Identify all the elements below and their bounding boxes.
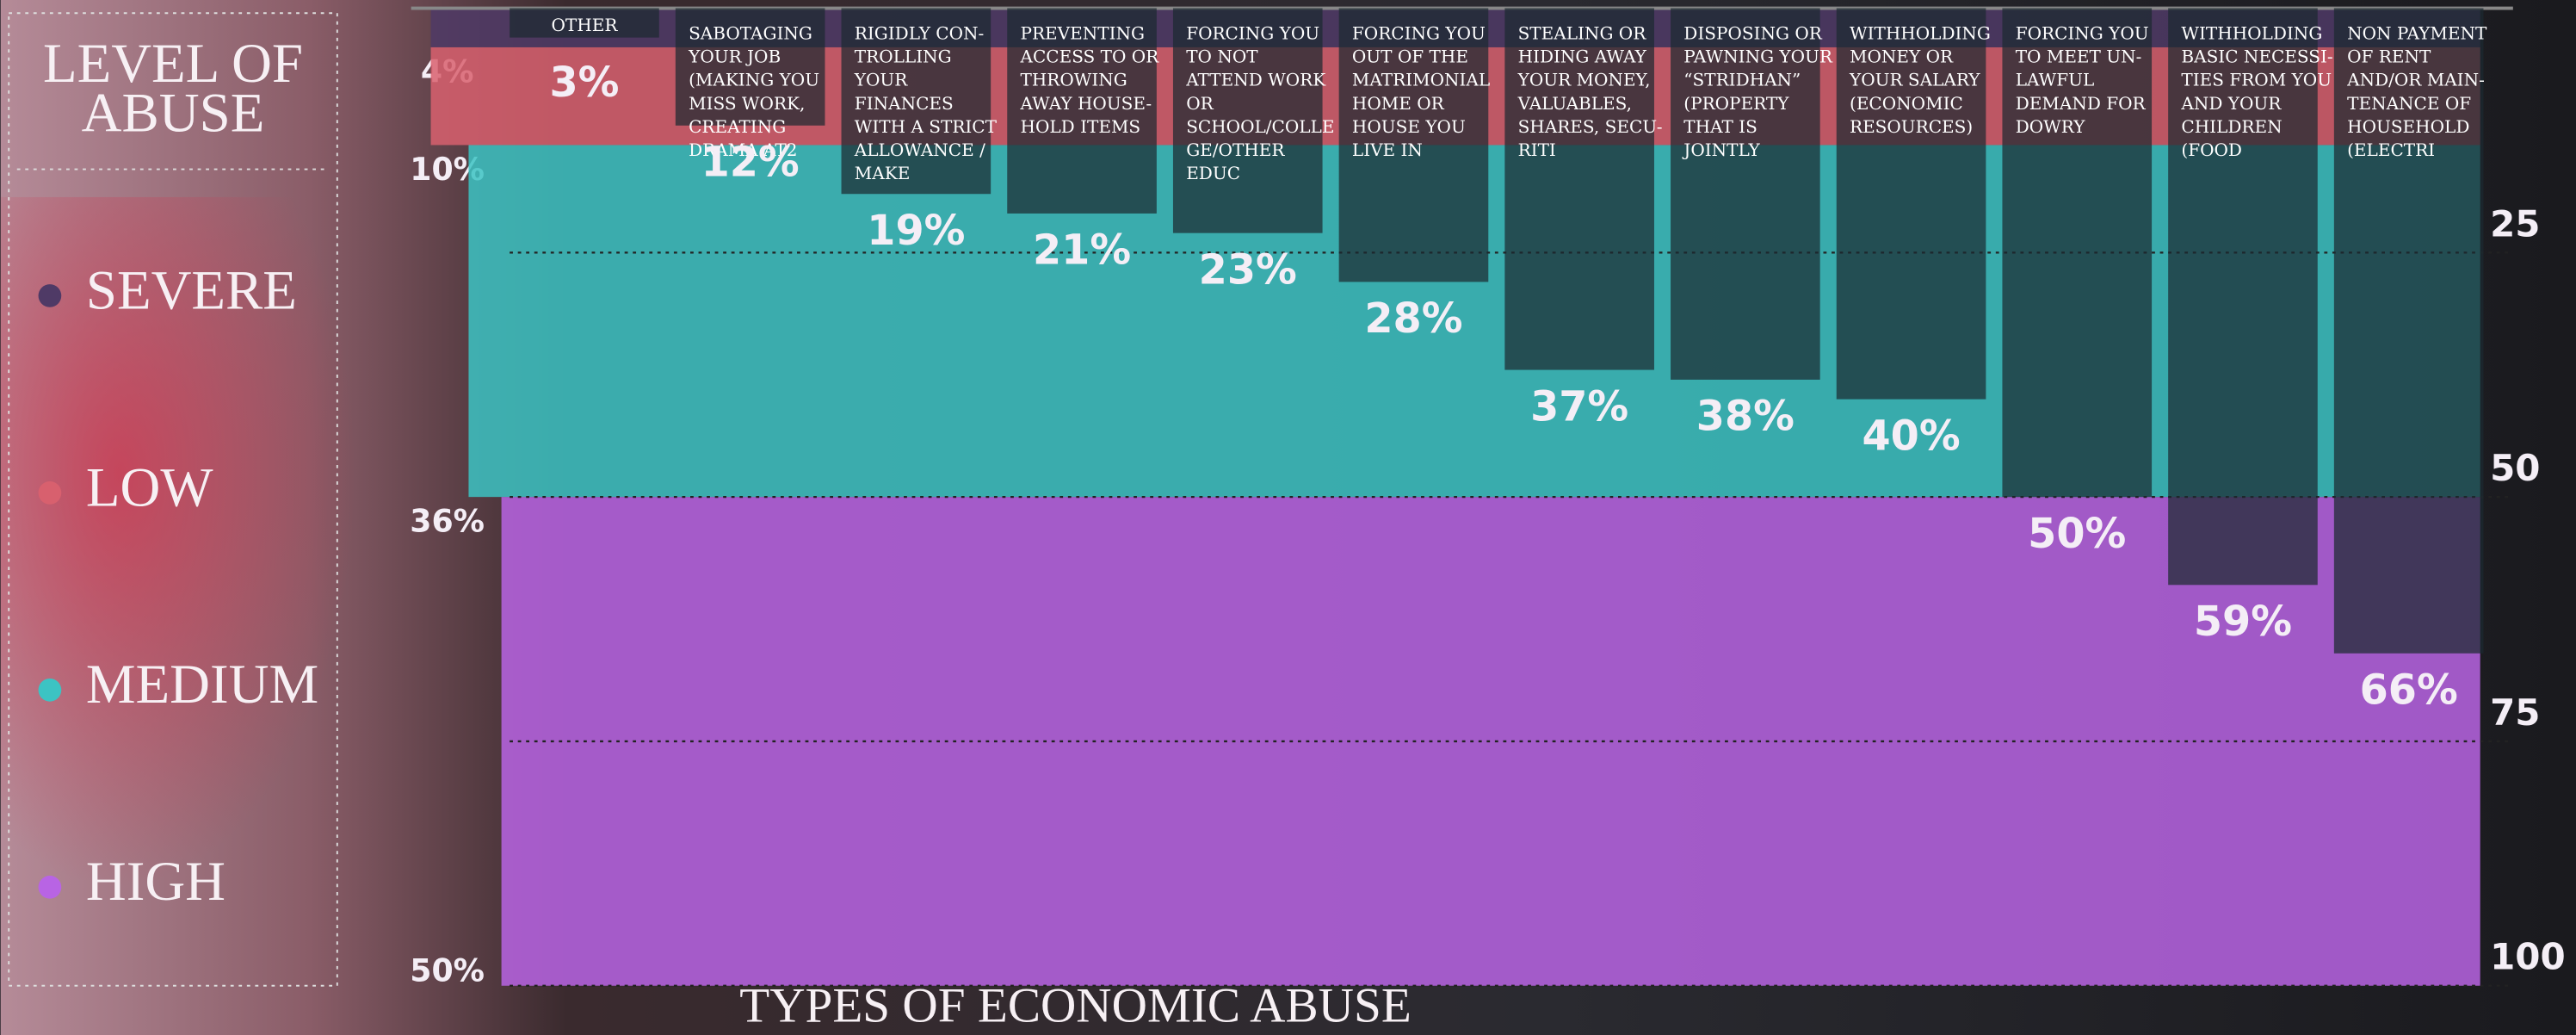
category-label: SABOTAGING YOUR JOB (MAKING YOU MISS WORK, C… <box>688 23 819 160</box>
bar <box>1504 8 1654 370</box>
category-label: RIGIDLY CON-TROLLING YOUR FINANCES WITH A S… <box>854 23 998 184</box>
level-value-label: 50% <box>410 951 485 989</box>
category-label: STEALING OR HIDING AWAY YOUR MONEY, VALUABL… <box>1517 23 1663 160</box>
legend-label: SEVERE <box>86 259 297 321</box>
value-label: 21% <box>1033 227 1131 275</box>
value-label: 28% <box>1364 295 1462 343</box>
value-label: 59% <box>2194 598 2292 646</box>
bar <box>1836 8 1986 400</box>
x-axis-title: TYPES OF ECONOMIC ABUSE <box>739 979 1412 1033</box>
category-label: FORCING YOU TO NOT ATTEND WORK OR SCHOOL/COL… <box>1185 23 1334 184</box>
legend-label: LOW <box>86 456 213 518</box>
legend-box <box>8 12 338 987</box>
value-label: 40% <box>1862 412 1960 460</box>
bar <box>1007 8 1157 214</box>
legend-label: MEDIUM <box>86 654 318 716</box>
y-tick-label: 50 <box>2490 447 2540 489</box>
category-label: OTHER <box>551 15 618 35</box>
bar <box>841 8 991 195</box>
bar <box>2002 8 2153 498</box>
bar <box>1671 8 1820 380</box>
category-label: FORCING YOU TO MEET UN-LAWFUL DEMAND FOR DO… <box>2016 23 2149 137</box>
value-label: 3% <box>549 59 619 107</box>
value-label: 19% <box>867 208 965 255</box>
value-label: 23% <box>1199 246 1297 294</box>
legend-swatch <box>38 678 62 702</box>
bar <box>2333 8 2484 654</box>
category-label: FORCING YOU OUT OF THE MATRIMONIAL HOME OR H… <box>1352 23 1490 160</box>
bar <box>2168 8 2318 586</box>
category-label: PREVENTING ACCESS TO OR THROWING AWAY HOUSE… <box>1020 23 1160 137</box>
category-label: NON PAYMENT OF RENT AND/OR MAIN-TENANCE OF… <box>2346 23 2487 160</box>
bar <box>1172 8 1323 233</box>
value-label: 66% <box>2360 667 2458 715</box>
category-label: DISPOSING OR PAWNING YOUR “STRIDHAN” (PROPE… <box>1682 23 1833 160</box>
category-label: WITHHOLDING BASIC NECESSI-TIES FROM YOU AN… <box>2180 23 2332 160</box>
legend-swatch <box>38 284 62 307</box>
bar <box>1338 8 1489 282</box>
value-label: 38% <box>1696 394 1795 441</box>
background-fabric <box>0 196 395 888</box>
y-tick-label: 100 <box>2490 936 2566 978</box>
legend-swatch <box>38 875 62 899</box>
legend-title: LEVEL OF ABUSE <box>43 33 303 144</box>
legend-swatch <box>38 481 62 505</box>
bar <box>675 8 825 126</box>
bar <box>510 8 659 38</box>
y-tick-label: 25 <box>2490 202 2540 245</box>
value-label: 50% <box>2028 511 2126 558</box>
legend-label: HIGH <box>86 851 225 913</box>
level-value-label: 36% <box>410 503 485 540</box>
y-tick-label: 75 <box>2490 691 2540 734</box>
y-tick-label: 0 <box>2490 0 2515 1</box>
value-label: 12% <box>701 139 800 187</box>
value-label: 37% <box>1530 383 1628 431</box>
category-label: WITHHOLDING MONEY OR YOUR SALARY (ECONOMIC R… <box>1849 23 1991 137</box>
